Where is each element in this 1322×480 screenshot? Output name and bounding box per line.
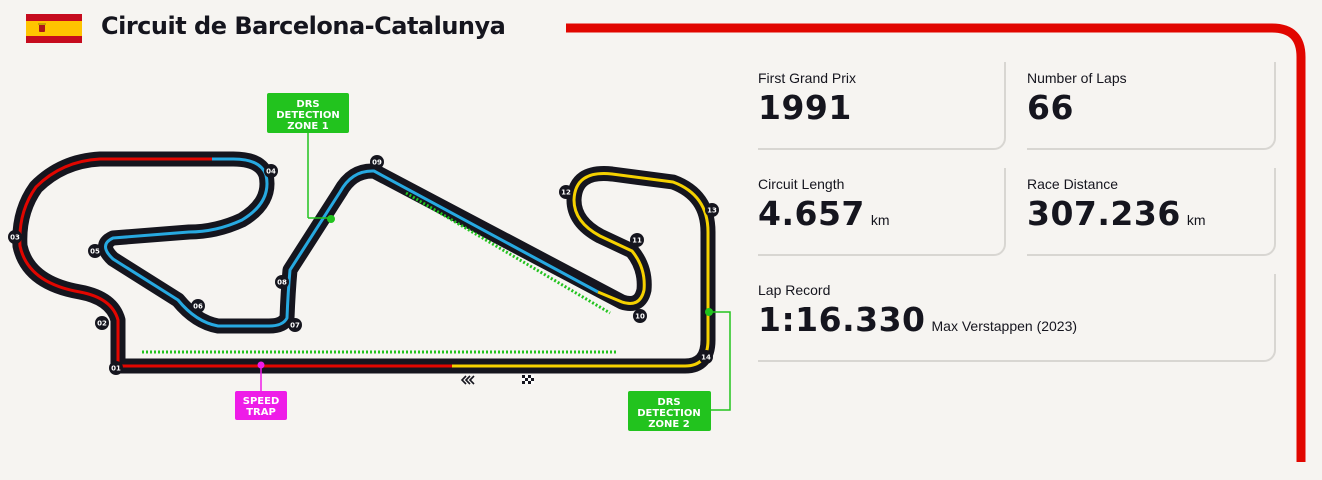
track-outline	[12, 151, 716, 374]
svg-text:11: 11	[632, 237, 642, 245]
turn-12: 12	[559, 185, 573, 199]
svg-text:13: 13	[707, 207, 717, 215]
sector-1-line	[18, 157, 260, 368]
sector-2-line	[104, 157, 599, 328]
turn-11: 11	[630, 233, 644, 247]
header-accent-line	[566, 23, 1306, 462]
svg-text:10: 10	[635, 313, 645, 321]
first-grand-prix-label: First Grand Prix	[758, 70, 857, 86]
svg-text:03: 03	[10, 234, 20, 242]
stat-race-distance: Race Distance 307.236 km	[1027, 168, 1276, 256]
drs-zone-back-straight	[405, 191, 611, 315]
circuit-length-value-row: 4.657 km	[758, 194, 890, 233]
turn-09: 09	[370, 155, 384, 169]
svg-text:04: 04	[266, 168, 276, 176]
svg-text:12: 12	[561, 189, 571, 197]
speed-trap-line1: SPEED	[243, 396, 280, 407]
first-grand-prix-value: 1991	[758, 88, 852, 127]
turn-01: 01	[109, 361, 123, 375]
svg-text:05: 05	[90, 248, 100, 256]
circuit-length-value: 4.657	[758, 194, 865, 233]
speed-trap-line2: TRAP	[246, 407, 276, 418]
circuit-title: Circuit de Barcelona-Catalunya	[101, 12, 506, 40]
lap-record-holder: Max Verstappen (2023)	[931, 318, 1078, 334]
drs-activation-chevrons-icon	[460, 375, 475, 385]
circuit-length-unit: km	[870, 212, 890, 228]
track-map: DRS DETECTION ZONE 1 DRS DETECTION ZONE …	[8, 93, 731, 431]
turn-02: 02	[95, 316, 109, 330]
drs-detection-point-1	[327, 215, 335, 223]
drs1-line3: ZONE 1	[287, 121, 328, 132]
svg-text:02: 02	[97, 320, 107, 328]
turn-05: 05	[88, 244, 102, 258]
stat-number-of-laps: Number of Laps 66	[1027, 62, 1276, 150]
drs2-line3: ZONE 2	[648, 419, 689, 430]
number-of-laps-label: Number of Laps	[1027, 70, 1127, 86]
drs-detection-zone-2-box: DRS DETECTION ZONE 2	[628, 391, 711, 431]
turn-06: 06	[191, 299, 205, 313]
svg-text:06: 06	[193, 303, 203, 311]
turn-13: 13	[705, 203, 719, 217]
drs2-line2: DETECTION	[637, 408, 701, 419]
turn-08: 08	[275, 275, 289, 289]
svg-text:01: 01	[111, 365, 121, 373]
svg-text:14: 14	[701, 354, 711, 362]
number-of-laps-value: 66	[1027, 88, 1074, 127]
svg-text:07: 07	[290, 322, 300, 330]
svg-text:08: 08	[277, 279, 287, 287]
drs2-line1: DRS	[657, 397, 680, 408]
sector-3-line	[452, 172, 710, 368]
race-distance-label: Race Distance	[1027, 176, 1119, 192]
turn-03: 03	[8, 230, 22, 244]
svg-text:09: 09	[372, 159, 382, 167]
lap-record-label: Lap Record	[758, 282, 831, 298]
start-finish-flag-icon	[522, 375, 534, 384]
turn-10: 10	[633, 309, 647, 323]
drs1-line2: DETECTION	[276, 110, 340, 121]
drs1-line1: DRS	[296, 99, 319, 110]
turn-14: 14	[699, 350, 713, 364]
drs-detection-point-2	[705, 308, 713, 316]
spain-flag-icon	[26, 14, 82, 43]
turn-04: 04	[264, 164, 278, 178]
lap-record-value: 1:16.330	[758, 300, 926, 339]
race-distance-value: 307.236	[1027, 194, 1181, 233]
speed-trap-box: SPEED TRAP	[235, 391, 287, 420]
speed-trap-point	[257, 361, 265, 369]
drs-detection-zone-1-box: DRS DETECTION ZONE 1	[267, 93, 349, 133]
race-distance-value-row: 307.236 km	[1027, 194, 1205, 233]
stat-circuit-length: Circuit Length 4.657 km	[758, 168, 1006, 256]
race-distance-unit: km	[1186, 212, 1206, 228]
stat-lap-record: Lap Record 1:16.330 Max Verstappen (2023)	[758, 274, 1276, 362]
circuit-length-label: Circuit Length	[758, 176, 845, 192]
stat-first-grand-prix: First Grand Prix 1991	[758, 62, 1006, 150]
turn-07: 07	[288, 318, 302, 332]
lap-record-value-row: 1:16.330 Max Verstappen (2023)	[758, 300, 1077, 339]
